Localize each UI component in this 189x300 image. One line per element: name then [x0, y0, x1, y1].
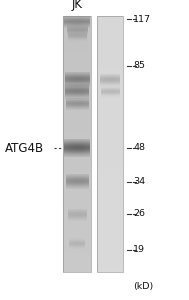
Text: ATG4B: ATG4B	[5, 142, 44, 154]
Bar	[63, 16, 91, 272]
Text: 48: 48	[133, 143, 145, 152]
Text: 19: 19	[133, 245, 145, 254]
Text: 85: 85	[133, 61, 145, 70]
Text: 117: 117	[133, 14, 151, 23]
Bar	[97, 16, 123, 272]
Text: JK: JK	[71, 0, 83, 11]
Text: 26: 26	[133, 209, 145, 218]
Text: 34: 34	[133, 178, 145, 187]
Text: (kD): (kD)	[133, 282, 153, 291]
